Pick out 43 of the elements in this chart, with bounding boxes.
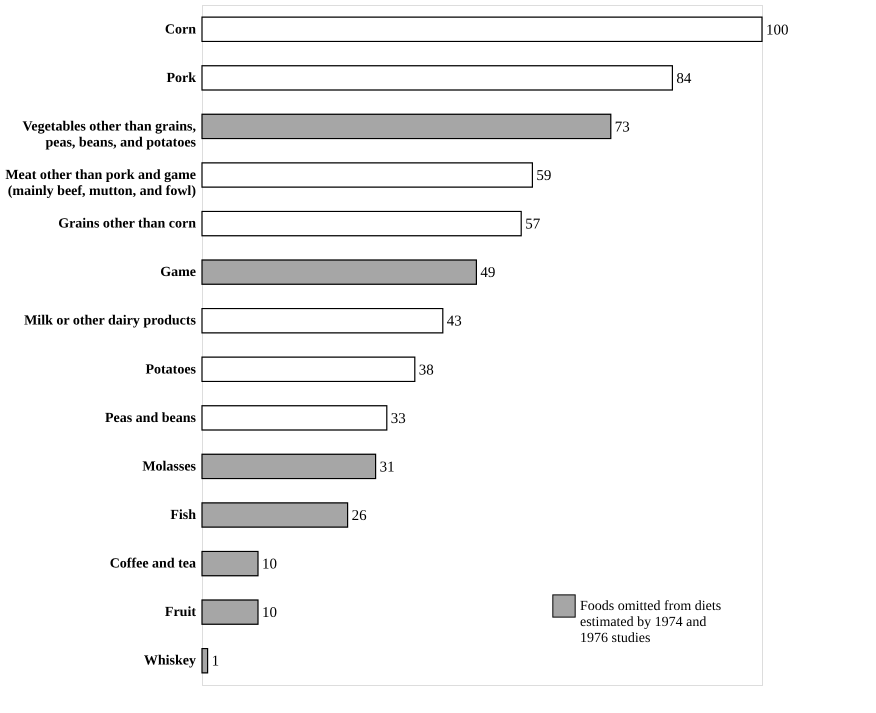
data-label: 33 xyxy=(390,410,406,427)
bar xyxy=(201,550,259,576)
bar xyxy=(201,259,477,285)
bar xyxy=(201,502,348,528)
data-label: 10 xyxy=(262,556,277,573)
y-tick-label: Corn xyxy=(164,22,196,38)
data-label: 10 xyxy=(262,605,277,622)
y-tick-label: Peas and beans xyxy=(104,410,197,426)
bar xyxy=(201,65,673,91)
data-label: 31 xyxy=(380,459,395,476)
data-label: 38 xyxy=(418,362,434,378)
y-tick-label: Potatoes xyxy=(145,362,197,378)
bar xyxy=(201,648,208,674)
y-tick-label: Fish xyxy=(170,508,196,523)
bar xyxy=(201,405,388,431)
legend-label: Foods omitted from diets estimated by 1974 and 1976 studies xyxy=(580,599,722,646)
bar xyxy=(201,210,522,236)
bar xyxy=(201,16,763,42)
data-label: 59 xyxy=(536,168,552,184)
y-tick-label: Coffee and tea xyxy=(110,556,196,572)
bar xyxy=(201,599,259,625)
bar xyxy=(201,454,376,480)
data-label: 26 xyxy=(352,508,368,524)
data-label: 49 xyxy=(480,265,496,282)
y-tick-label: Fruit xyxy=(164,605,196,620)
y-tick-label: Whiskey xyxy=(144,654,196,669)
bar xyxy=(201,114,612,140)
y-tick-label: Molasses xyxy=(142,459,197,474)
y-tick-label: Milk or other dairy products xyxy=(24,314,197,329)
data-label: 100 xyxy=(766,22,788,38)
data-label: 84 xyxy=(676,70,692,87)
y-tick-label: Game xyxy=(160,265,196,280)
y-tick-label: Grains other than corn xyxy=(58,216,196,232)
y-tick-label: Meat other than pork and game (mainly beef, mutton, and fowl) xyxy=(5,168,196,199)
y-tick-label: Vegetables other than grains, peas, beans, and potatoes xyxy=(22,119,197,150)
bar xyxy=(201,356,416,382)
data-label: 73 xyxy=(614,119,630,136)
data-label: 43 xyxy=(446,314,462,330)
y-tick-label: Pork xyxy=(166,70,196,86)
data-label: 1 xyxy=(212,654,220,670)
bar xyxy=(201,308,444,334)
data-label: 57 xyxy=(525,216,541,233)
bar xyxy=(201,162,533,188)
